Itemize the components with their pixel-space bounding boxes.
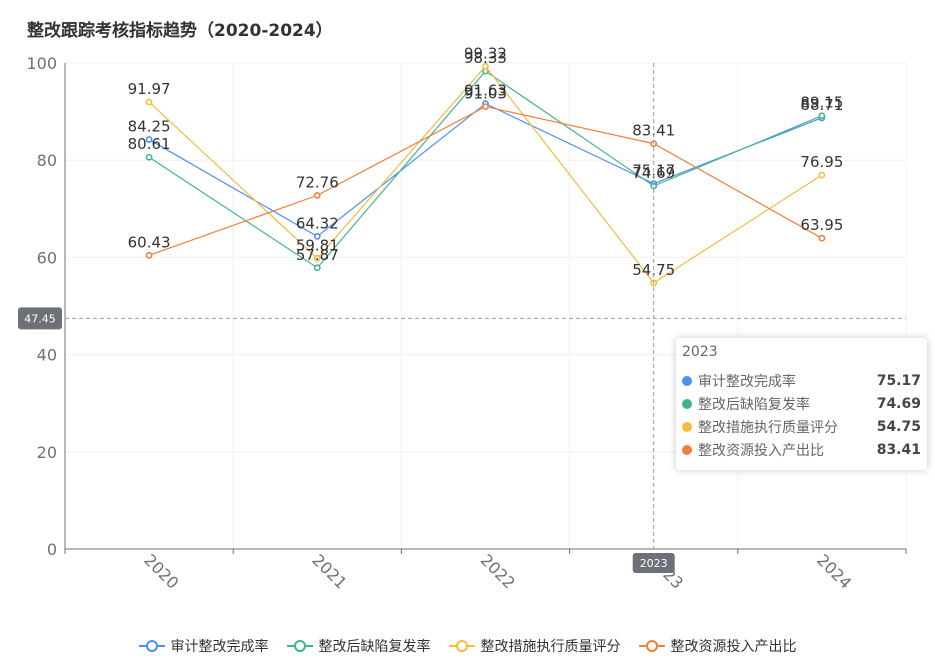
legend-line-circle-icon: [138, 640, 165, 652]
legend-label: 审计整改完成率: [170, 639, 269, 655]
legend-item[interactable]: 审计整改完成率: [138, 636, 269, 656]
y-tick-label: 20: [37, 443, 57, 462]
data-label: 91.03: [464, 85, 507, 103]
data-point[interactable]: [818, 234, 826, 242]
data-label: 64.32: [296, 214, 339, 232]
legend: 审计整改完成率 整改后缺陷复发率 整改措施执行质量评分 整改资源投入产出比: [0, 636, 935, 656]
data-label: 84.25: [128, 118, 171, 136]
tooltip-dot-icon: [682, 421, 692, 432]
data-point[interactable]: [145, 98, 153, 106]
data-label: 83.41: [632, 122, 675, 140]
x-tick-label: 2022: [477, 550, 519, 592]
data-label: 63.95: [800, 216, 843, 234]
data-point[interactable]: [313, 254, 321, 262]
legend-label: 整改措施执行质量评分: [480, 639, 621, 655]
legend-item[interactable]: 整改资源投入产出比: [638, 636, 797, 656]
data-point[interactable]: [818, 171, 826, 179]
data-point[interactable]: [313, 264, 321, 272]
y-tick-label: 40: [37, 346, 57, 365]
tooltip-row-value: 75.17: [876, 372, 921, 389]
data-point[interactable]: [482, 103, 489, 110]
pointer-x-label: 2023: [640, 557, 668, 570]
series-line[interactable]: [148, 102, 823, 238]
tooltip-row: 审计整改完成率 75.17: [682, 369, 921, 392]
y-tick-label: 100: [26, 54, 57, 73]
tooltip-row-name: 整改后缺陷复发率: [698, 396, 810, 413]
data-label: 60.43: [128, 233, 171, 251]
y-tick-label: 0: [47, 540, 57, 559]
tooltip-dot-icon: [682, 444, 692, 455]
legend-line-circle-icon: [638, 640, 665, 652]
series-lines: [145, 62, 826, 287]
tooltip-row-value: 54.75: [876, 418, 921, 435]
x-tick-label: 2024: [813, 550, 855, 592]
legend-line-circle-icon: [286, 640, 313, 652]
data-label: 59.81: [296, 236, 339, 254]
data-point[interactable]: [145, 251, 153, 259]
data-label: 99.32: [464, 44, 507, 62]
data-point[interactable]: [313, 191, 321, 199]
data-label: 72.76: [296, 173, 339, 191]
tooltip-row-value: 83.41: [876, 441, 921, 458]
legend-item[interactable]: 整改后缺陷复发率: [286, 636, 431, 656]
tooltip-dot-icon: [682, 398, 692, 409]
data-label: 98.33: [464, 49, 507, 67]
data-point[interactable]: [313, 233, 321, 240]
y-tick-label: 80: [37, 151, 57, 170]
tooltip-row: 整改后缺陷复发率 74.69: [682, 392, 921, 415]
tooltip-row-name: 审计整改完成率: [698, 373, 796, 390]
tooltip-row: 整改资源投入产出比 83.41: [682, 438, 921, 461]
data-labels: 84.2564.3291.6375.1788.7180.6157.8798.33…: [128, 44, 844, 279]
data-label: 88.71: [800, 96, 843, 114]
data-point[interactable]: [145, 153, 153, 161]
tooltip-row-name: 整改措施执行质量评分: [698, 419, 838, 436]
series-line[interactable]: [148, 105, 823, 256]
tooltip-dot-icon: [682, 375, 692, 386]
data-label: 91.97: [128, 80, 171, 98]
tooltip-row-name: 整改资源投入产出比: [698, 442, 824, 459]
data-label: 57.87: [296, 246, 339, 264]
pointer-y-label-box: [18, 307, 62, 330]
data-label: 91.63: [464, 82, 507, 100]
x-tick-label: 2021: [308, 550, 350, 592]
tooltip: 2023 审计整改完成率 75.17 整改后缺陷复发率 74.69 整改措施执行…: [676, 338, 927, 470]
data-label: 89.15: [800, 94, 843, 112]
tooltip-row-value: 74.69: [876, 395, 921, 412]
data-label: 80.61: [128, 135, 171, 153]
tooltip-title: 2023: [682, 344, 718, 360]
data-point[interactable]: [482, 62, 489, 70]
data-label: 76.95: [800, 153, 843, 171]
legend-line-circle-icon: [448, 640, 475, 652]
y-tick-label: 60: [37, 248, 57, 267]
pointer-x-label-box: [632, 553, 675, 573]
grid-lines: [64, 62, 907, 549]
tooltip-row: 整改措施执行质量评分 54.75: [682, 415, 921, 438]
data-label: 74.69: [632, 164, 675, 182]
data-point[interactable]: [145, 136, 153, 143]
data-point[interactable]: [818, 112, 826, 120]
legend-item[interactable]: 整改措施执行质量评分: [448, 636, 621, 656]
legend-label: 整改后缺陷复发率: [318, 639, 431, 655]
pointer-y-label: 47.45: [24, 312, 56, 325]
legend-label: 整改资源投入产出比: [670, 639, 797, 655]
axis-pointer: 47.45 2023: [18, 63, 906, 573]
x-tick-label: 2020: [140, 550, 182, 592]
chart-title: 整改跟踪考核指标趋势（2020-2024）: [27, 21, 333, 41]
